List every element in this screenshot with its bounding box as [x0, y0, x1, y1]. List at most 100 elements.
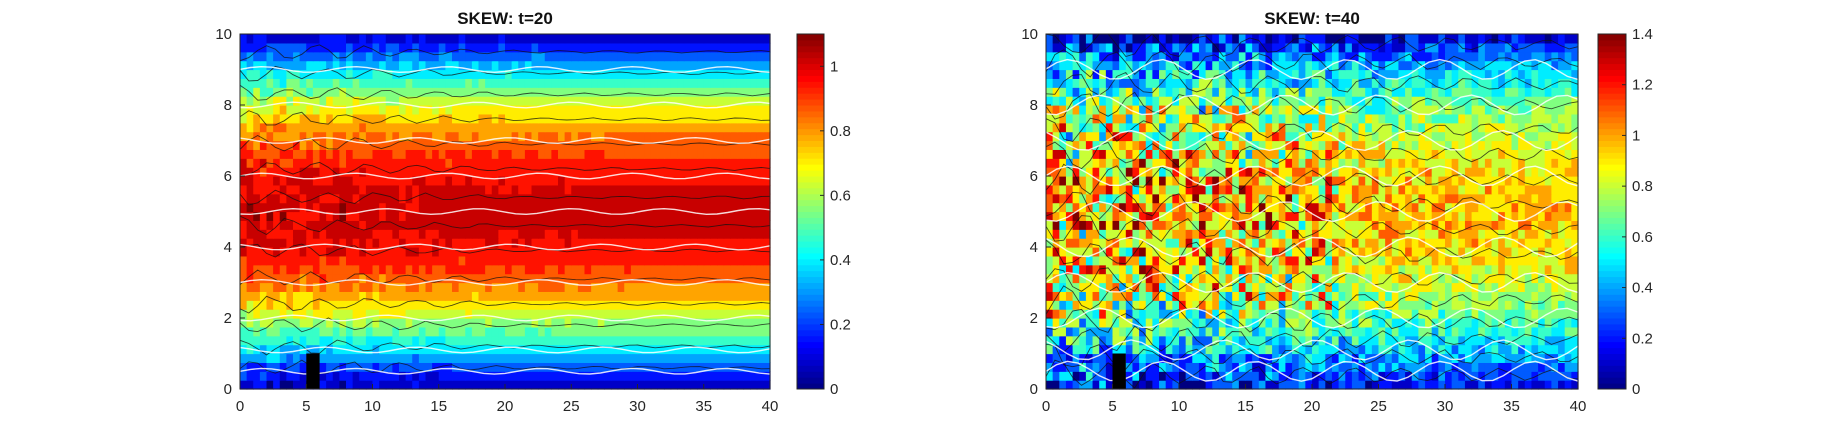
heat-cell [690, 140, 698, 150]
heat-cell [365, 220, 374, 230]
heat-cell [491, 42, 499, 53]
heat-cell [1391, 273, 1400, 284]
heat-cell [637, 51, 645, 62]
heat-cell [346, 193, 354, 204]
heat-cell [359, 105, 367, 115]
heat-cell [657, 42, 665, 53]
heat-cell [293, 318, 301, 328]
heat-cell [1398, 335, 1406, 346]
heat-cell [1371, 353, 1380, 363]
heat-cell [1358, 353, 1366, 363]
streamline [239, 136, 771, 145]
heat-cell [1398, 211, 1406, 221]
heat-cell [1538, 282, 1546, 292]
heat-cell [1524, 353, 1533, 363]
heat-cell [365, 113, 374, 124]
heat-cell [379, 380, 387, 390]
heat-cell [505, 220, 513, 230]
heat-cell [551, 122, 559, 133]
heat-cell [1145, 247, 1153, 257]
heat-cell [1338, 255, 1346, 266]
heat-cell [1518, 318, 1526, 328]
heat-cell [1378, 273, 1386, 284]
heat-cell [312, 300, 321, 310]
heat-cell [478, 291, 486, 301]
heat-cell [306, 202, 314, 213]
heat-cell [465, 69, 473, 79]
heat-cell [1245, 264, 1253, 275]
heat-cell [657, 51, 665, 62]
heat-cell [1338, 282, 1346, 292]
heat-cell [266, 78, 274, 88]
heat-cell [392, 202, 400, 213]
heat-cell [750, 105, 758, 115]
heat-cell [577, 113, 586, 124]
heat-cell [538, 78, 546, 88]
heat-cell [365, 300, 374, 310]
heat-cell [1172, 291, 1180, 301]
heat-cell [617, 51, 625, 62]
heat-cell [1292, 353, 1300, 363]
heat-cell [445, 69, 453, 79]
heat-cell [1159, 326, 1167, 337]
heat-cell [690, 229, 698, 239]
heat-cell [438, 34, 446, 44]
heat-cell [372, 362, 380, 372]
heat-cell [637, 353, 645, 363]
heat-cell [1232, 335, 1240, 346]
heat-cell [1431, 202, 1439, 213]
heat-cell [1378, 211, 1386, 221]
heat-cell [730, 176, 738, 186]
heat-cell [253, 42, 261, 53]
heat-cell [1225, 211, 1233, 221]
heat-cell [584, 131, 592, 142]
heat-cell [544, 371, 552, 381]
heat-cell [544, 51, 552, 62]
heat-cell [326, 247, 334, 257]
heat-cell [319, 78, 327, 88]
heat-cell [564, 353, 572, 363]
heat-cell [1292, 326, 1300, 337]
heat-cell [1438, 229, 1446, 239]
heat-cell [485, 273, 493, 284]
heat-cell [266, 255, 274, 266]
heat-cell [670, 87, 678, 97]
heat-cell [312, 229, 321, 239]
heat-cell [1092, 326, 1100, 337]
heat-cell [577, 167, 586, 177]
heat-cell [332, 202, 340, 213]
heat-cell [425, 158, 433, 168]
heat-cell [1371, 220, 1380, 230]
heat-cell [465, 335, 473, 346]
heat-cell [1172, 300, 1180, 310]
heat-cell [1431, 344, 1439, 355]
heat-cell [1125, 202, 1134, 213]
heat-cell [1185, 291, 1193, 301]
heat-cell [1445, 371, 1453, 381]
heat-cell [597, 122, 605, 133]
heat-cell [1065, 238, 1074, 248]
heat-cell [531, 78, 539, 88]
heat-cell [392, 122, 400, 133]
heat-cell [1518, 211, 1526, 221]
heat-cell [1265, 220, 1273, 230]
heat-cell [365, 193, 374, 204]
heat-cell [551, 371, 559, 381]
heat-cell [359, 247, 367, 257]
heat-cell [624, 113, 632, 124]
heat-cell [597, 211, 605, 221]
heat-cell [591, 211, 599, 221]
heat-cell [312, 96, 321, 106]
heat-cell [1292, 335, 1300, 346]
heat-cell [1152, 229, 1160, 239]
heat-cell [372, 193, 380, 204]
heat-cell [465, 353, 473, 363]
heat-cell [1139, 247, 1147, 257]
heat-cell [1238, 282, 1247, 292]
heat-cell [584, 309, 592, 319]
heat-cell [584, 326, 592, 337]
heat-cell [319, 220, 327, 230]
heat-cell [611, 255, 619, 266]
heat-cell [319, 122, 327, 133]
heat-cell [564, 184, 572, 195]
